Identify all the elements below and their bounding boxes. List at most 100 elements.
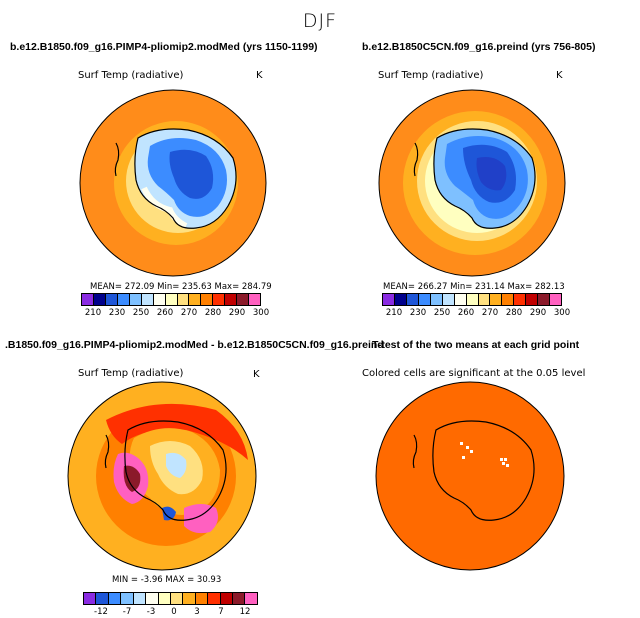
panel2-tick-7: 300 xyxy=(553,308,571,318)
panel1-colorbar-swatch xyxy=(93,294,106,305)
panel2-colorbar-swatch xyxy=(478,294,491,305)
panel3-tick-4: 3 xyxy=(194,607,200,617)
panel1-colorbar-swatch xyxy=(201,294,214,305)
panel1-tick-7: 300 xyxy=(252,308,270,318)
panel3-colorbar-swatches xyxy=(83,592,258,605)
panel1-colorbar-swatch xyxy=(165,294,178,305)
panel2-colorbar-swatch xyxy=(514,294,527,305)
panel1-colorbar-swatch xyxy=(82,294,94,305)
panel2-colorbar-swatch xyxy=(538,294,551,305)
panel4-antarctica-outline xyxy=(432,420,535,521)
panel2-tick-2: 250 xyxy=(433,308,451,318)
panel2-colorbar-swatch xyxy=(418,294,431,305)
panel2-title: b.e12.B1850C5CN.f09_g16.preind (yrs 756-… xyxy=(362,41,596,53)
panel2-colorbar: 210 230 250 260 270 280 290 300 xyxy=(382,293,570,318)
panel3-colorbar-swatch xyxy=(146,593,159,604)
panel2-tick-4: 270 xyxy=(481,308,499,318)
panel2-colorbar-swatch xyxy=(466,294,479,305)
panel2-colorbar-swatch xyxy=(490,294,503,305)
panel3-colorbar: -12 -7 -3 0 3 7 12 xyxy=(83,592,258,617)
panel3-colorbar-swatch xyxy=(183,593,196,604)
panel3-colorbar-swatch xyxy=(220,593,234,604)
panel1-tick-1: 230 xyxy=(108,308,126,318)
panel3-title: .B1850.f09_g16.PIMP4-pliomip2.modMed - b… xyxy=(5,339,384,351)
panel4-title: T-test of the two means at each grid poi… xyxy=(372,339,580,351)
panel4-nonsig-cell xyxy=(504,458,507,461)
panel1-colorbar-swatch xyxy=(105,294,118,305)
panel2-tick-6: 290 xyxy=(529,308,547,318)
figure-title: DJF xyxy=(302,10,338,32)
panel3-tick-1: -7 xyxy=(122,607,132,617)
panel2-colorbar-swatch xyxy=(383,294,395,305)
panel2-tick-5: 280 xyxy=(505,308,523,318)
panel4-nonsig-cell xyxy=(502,462,505,465)
panel3-tick-5: 7 xyxy=(218,607,224,617)
panel1-colorbar-swatch xyxy=(117,294,130,305)
panel1-polar-map xyxy=(79,89,267,277)
panel1-colorbar-swatch xyxy=(225,294,238,305)
panel1-units: K xyxy=(256,70,263,81)
panel3-colorbar-swatch xyxy=(108,593,122,604)
panel1-tick-0: 210 xyxy=(84,308,102,318)
panel1-variable: Surf Temp (radiative) xyxy=(78,70,184,81)
panel2-colorbar-swatch xyxy=(550,294,562,305)
panel4-nonsig-cell xyxy=(470,450,473,453)
panel1-colorbar-swatch xyxy=(177,294,190,305)
panel2-colorbar-swatch xyxy=(430,294,443,305)
panel1-colorbar-swatch xyxy=(189,294,202,305)
panel1-tick-3: 260 xyxy=(156,308,174,318)
panel3-units: K xyxy=(253,369,260,380)
panel3-stats: MIN = -3.96 MAX = 30.93 xyxy=(112,575,222,585)
panel2-tick-0: 210 xyxy=(385,308,403,318)
panel1-stats: MEAN= 272.09 Min= 235.63 Max= 284.79 xyxy=(90,282,272,292)
panel1-title: b.e12.B1850.f09_g16.PIMP4-pliomip2.modMe… xyxy=(10,41,318,53)
panel1-colorbar-swatches xyxy=(81,293,261,306)
panel1-tick-2: 250 xyxy=(132,308,150,318)
panel2-colorbar-swatches xyxy=(382,293,562,306)
panel1-colorbar-swatch xyxy=(129,294,142,305)
panel4-nonsig-cell xyxy=(462,456,465,459)
panel1-colorbar: 210 230 250 260 270 280 290 300 xyxy=(81,293,269,318)
panel3-colorbar-swatch xyxy=(233,593,246,604)
panel3-colorbar-swatch xyxy=(158,593,171,604)
panel3-colorbar-swatch xyxy=(121,593,134,604)
panel2-colorbar-swatch xyxy=(394,294,407,305)
panel3-tick-6: 12 xyxy=(239,607,251,617)
panel2-colorbar-swatch xyxy=(406,294,419,305)
panel1-colorbar-swatch xyxy=(213,294,226,305)
panel4-variable: Colored cells are significant at the 0.0… xyxy=(362,368,586,379)
panel4-nonsig-cell xyxy=(506,464,509,467)
panel3-pink-region-east xyxy=(184,504,218,534)
panel2-variable: Surf Temp (radiative) xyxy=(378,70,484,81)
panel3-colorbar-swatch xyxy=(245,593,257,604)
panel4-polar-map xyxy=(375,381,565,571)
panel4-nonsig-cell xyxy=(460,442,463,445)
panel1-colorbar-swatch xyxy=(249,294,261,305)
panel4-nonsig-cell xyxy=(500,458,503,461)
panel1-colorbar-swatch xyxy=(141,294,154,305)
panel2-colorbar-swatch xyxy=(502,294,515,305)
panel3-colorbar-swatch xyxy=(208,593,221,604)
panel1-tick-4: 270 xyxy=(180,308,198,318)
panel3-colorbar-swatch xyxy=(84,593,97,604)
panel3-tick-2: -3 xyxy=(146,607,156,617)
panel3-colorbar-swatch xyxy=(170,593,184,604)
panel2-tick-1: 230 xyxy=(409,308,427,318)
panel3-colorbar-swatch xyxy=(133,593,147,604)
panel1-colorbar-swatch xyxy=(237,294,250,305)
panel1-tick-6: 290 xyxy=(228,308,246,318)
panel3-polar-map xyxy=(67,381,257,571)
panel3-colorbar-swatch xyxy=(195,593,209,604)
panel2-colorbar-swatch xyxy=(454,294,467,305)
panel3-variable: Surf Temp (radiative) xyxy=(78,368,184,379)
panel3-tick-0: -12 xyxy=(94,607,108,617)
panel1-tick-5: 280 xyxy=(204,308,222,318)
panel3-tick-3: 0 xyxy=(171,607,177,617)
panel4-nonsig-cell xyxy=(466,446,469,449)
panel2-polar-map xyxy=(378,89,566,277)
panel3-warm-band xyxy=(106,403,248,460)
panel3-colorbar-swatch xyxy=(96,593,109,604)
panel2-colorbar-swatch xyxy=(526,294,539,305)
panel2-tick-3: 260 xyxy=(457,308,475,318)
panel1-colorbar-swatch xyxy=(153,294,166,305)
